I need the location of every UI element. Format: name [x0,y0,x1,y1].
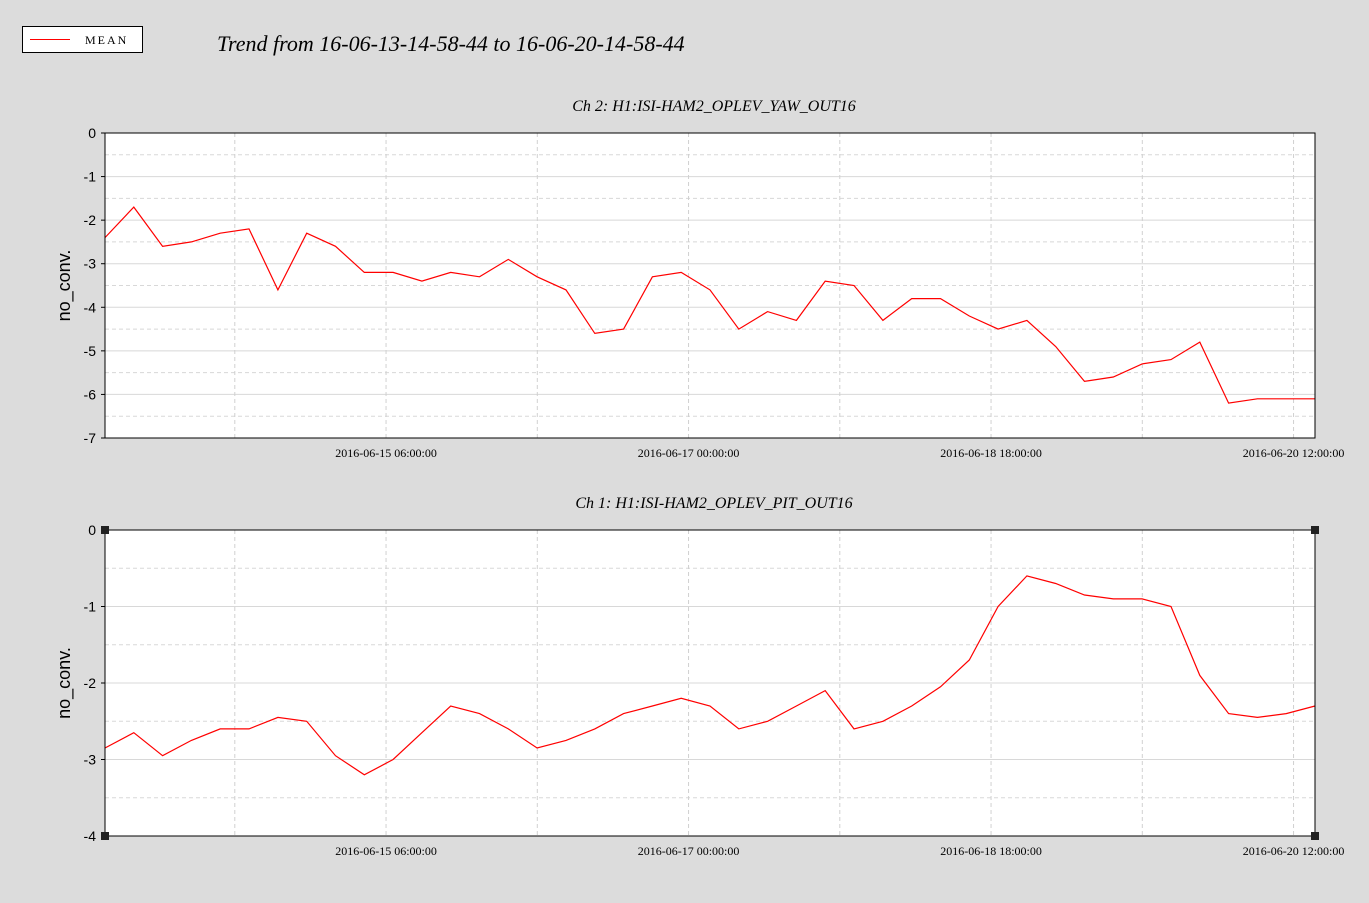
chart-title: Ch 2: H1:ISI-HAM2_OPLEV_YAW_OUT16 [572,98,856,115]
y-tick-label: -4 [84,828,97,844]
selection-handle [1311,832,1319,840]
y-tick-label: -3 [84,256,97,272]
selection-handle [101,526,109,534]
y-tick-label: 0 [88,522,96,538]
x-tick-label: 2016-06-18 18:00:00 [940,844,1042,858]
x-tick-label: 2016-06-15 06:00:00 [335,844,437,858]
data-line [104,206,1315,404]
y-tick-label: -5 [84,343,97,359]
y-tick-label: -2 [84,212,97,228]
chart-title: Ch 1: H1:ISI-HAM2_OPLEV_PIT_OUT16 [575,495,852,512]
x-tick-label: 2016-06-17 00:00:00 [638,844,740,858]
plot-frame [104,529,1316,837]
x-tick-label: 2016-06-15 06:00:00 [335,446,437,460]
y-axis-label: no_conv. [54,250,75,322]
legend-label: MEAN [85,33,128,47]
x-tick-label: 2016-06-18 18:00:00 [940,446,1042,460]
x-tick-label: 2016-06-20 12:00:00 [1243,446,1345,460]
y-tick-label: -1 [84,169,97,185]
x-tick-label: 2016-06-20 12:00:00 [1243,844,1345,858]
y-tick-label: -4 [84,299,97,315]
selection-handle [101,832,109,840]
data-line [104,575,1316,776]
selection-handle [1311,526,1319,534]
y-tick-label: -7 [84,430,97,446]
y-tick-label: -2 [84,675,97,691]
plot-frame [104,132,1316,439]
y-tick-label: -6 [84,386,97,402]
x-tick-label: 2016-06-17 00:00:00 [638,446,740,460]
page-title: Trend from 16-06-13-14-58-44 to 16-06-20… [217,31,685,56]
y-axis-label: no_conv. [54,647,75,719]
y-tick-label: 0 [88,125,96,141]
y-tick-label: -1 [84,599,97,615]
y-tick-label: -3 [84,752,97,768]
